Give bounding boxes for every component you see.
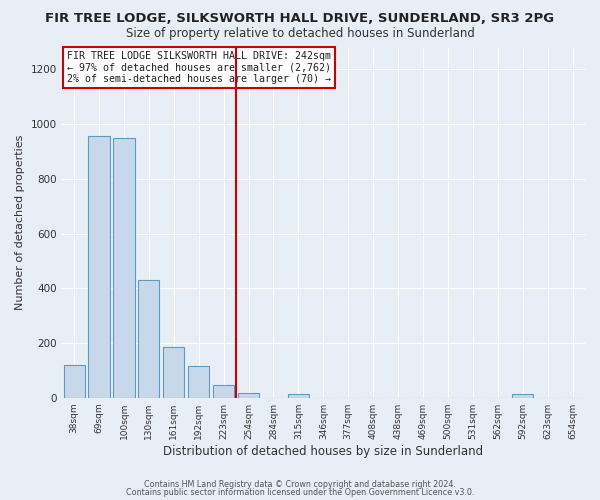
Text: FIR TREE LODGE, SILKSWORTH HALL DRIVE, SUNDERLAND, SR3 2PG: FIR TREE LODGE, SILKSWORTH HALL DRIVE, S… bbox=[46, 12, 554, 26]
Text: Contains HM Land Registry data © Crown copyright and database right 2024.: Contains HM Land Registry data © Crown c… bbox=[144, 480, 456, 489]
Y-axis label: Number of detached properties: Number of detached properties bbox=[15, 135, 25, 310]
X-axis label: Distribution of detached houses by size in Sunderland: Distribution of detached houses by size … bbox=[163, 444, 484, 458]
Bar bbox=[88, 136, 110, 398]
Text: Size of property relative to detached houses in Sunderland: Size of property relative to detached ho… bbox=[125, 28, 475, 40]
Text: Contains public sector information licensed under the Open Government Licence v3: Contains public sector information licen… bbox=[126, 488, 474, 497]
Bar bbox=[113, 138, 134, 398]
Bar bbox=[238, 393, 259, 398]
Bar bbox=[288, 394, 309, 398]
Bar bbox=[163, 347, 184, 398]
Bar bbox=[213, 385, 234, 398]
Text: FIR TREE LODGE SILKSWORTH HALL DRIVE: 242sqm
← 97% of detached houses are smalle: FIR TREE LODGE SILKSWORTH HALL DRIVE: 24… bbox=[67, 51, 331, 84]
Bar bbox=[512, 394, 533, 398]
Bar bbox=[138, 280, 160, 398]
Bar bbox=[188, 366, 209, 398]
Bar bbox=[64, 365, 85, 398]
